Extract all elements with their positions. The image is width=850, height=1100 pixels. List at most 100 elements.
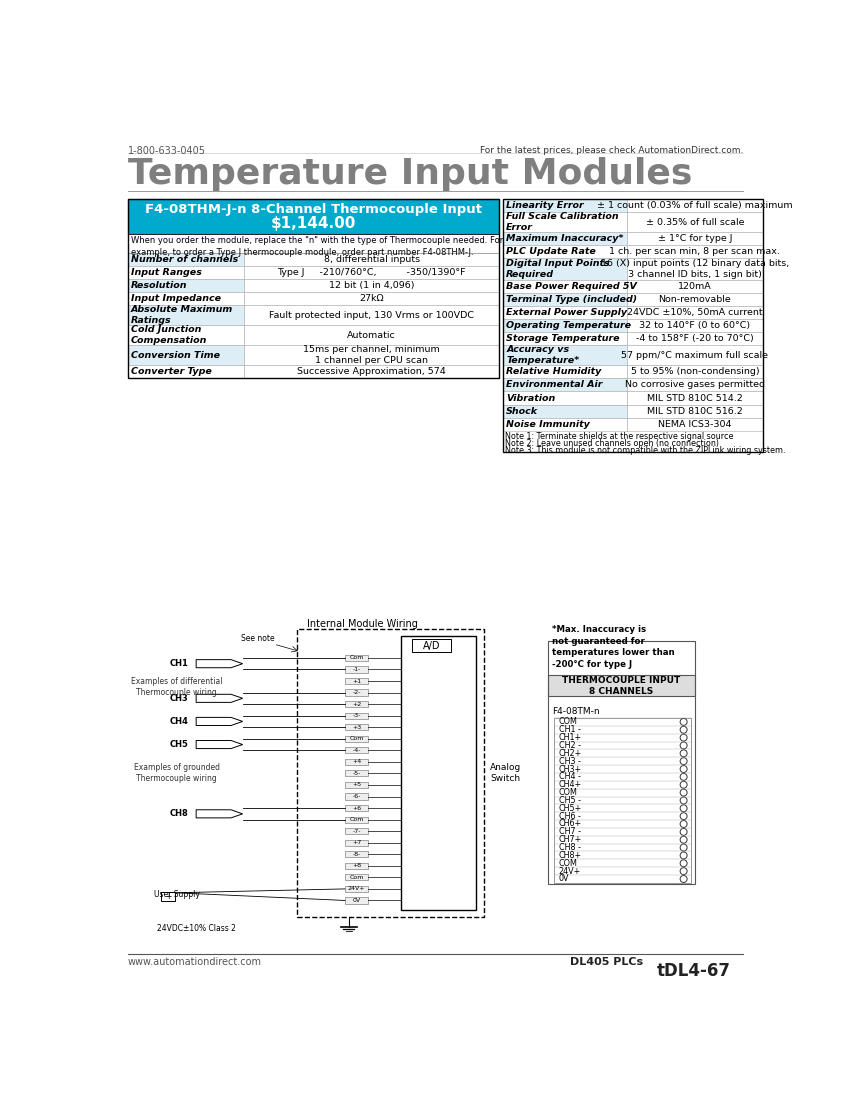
Bar bbox=[345, 724, 368, 730]
Bar bbox=[345, 898, 368, 903]
Text: 1 ch. per scan min, 8 per scan max.: 1 ch. per scan min, 8 per scan max. bbox=[609, 248, 780, 256]
Text: Operating Temperature: Operating Temperature bbox=[506, 321, 632, 330]
Bar bbox=[244, 266, 499, 279]
Circle shape bbox=[680, 789, 687, 796]
Text: Com: Com bbox=[349, 736, 364, 741]
Text: -3-: -3- bbox=[352, 713, 360, 718]
Circle shape bbox=[680, 781, 687, 789]
Text: A/D: A/D bbox=[423, 640, 440, 650]
Text: Note 1: Terminate shields at the respective signal source: Note 1: Terminate shields at the respect… bbox=[506, 432, 734, 441]
Text: CH4: CH4 bbox=[169, 717, 189, 726]
Text: F4-08THM-J-n 8-Channel Thermocouple Input: F4-08THM-J-n 8-Channel Thermocouple Inpu… bbox=[145, 202, 482, 216]
Text: Converter Type: Converter Type bbox=[131, 367, 212, 376]
Bar bbox=[548, 641, 695, 884]
Bar bbox=[503, 418, 627, 431]
Text: 32 to 140°F (0 to 60°C): 32 to 140°F (0 to 60°C) bbox=[639, 321, 751, 330]
Bar bbox=[128, 199, 499, 378]
Text: 12 bit (1 in 4,096): 12 bit (1 in 4,096) bbox=[329, 282, 415, 290]
Text: CH7 -: CH7 - bbox=[558, 827, 581, 836]
Bar bbox=[627, 199, 762, 212]
Text: CH7+: CH7+ bbox=[558, 835, 582, 844]
Circle shape bbox=[680, 876, 687, 882]
Text: Number of channels: Number of channels bbox=[131, 255, 238, 264]
Text: See note: See note bbox=[241, 634, 275, 642]
Text: CH1+: CH1+ bbox=[558, 733, 582, 742]
Bar bbox=[345, 839, 368, 846]
Text: CH1 -: CH1 - bbox=[558, 725, 581, 735]
Bar bbox=[503, 306, 627, 319]
Text: +2: +2 bbox=[352, 702, 361, 706]
Text: Examples of differential
Thermocouple wiring: Examples of differential Thermocouple wi… bbox=[131, 678, 223, 697]
Text: Linearity Error: Linearity Error bbox=[506, 201, 584, 210]
Bar bbox=[345, 701, 368, 707]
Circle shape bbox=[680, 868, 687, 875]
Text: Conversion Time: Conversion Time bbox=[131, 351, 220, 360]
Text: Digital Input Points
Required: Digital Input Points Required bbox=[506, 260, 609, 279]
Bar bbox=[503, 293, 627, 306]
Bar bbox=[548, 674, 695, 696]
Bar bbox=[503, 405, 627, 418]
Bar bbox=[400, 636, 476, 910]
Text: CH5: CH5 bbox=[169, 740, 189, 749]
Text: Non-removable: Non-removable bbox=[659, 295, 731, 304]
Text: For the latest prices, please check AutomationDirect.com.: For the latest prices, please check Auto… bbox=[480, 146, 743, 155]
Text: CH3+: CH3+ bbox=[558, 764, 582, 773]
Bar bbox=[244, 326, 499, 345]
Text: +8: +8 bbox=[352, 864, 361, 868]
Text: PLC Update Rate: PLC Update Rate bbox=[506, 248, 596, 256]
Circle shape bbox=[680, 844, 687, 851]
Bar bbox=[128, 365, 244, 378]
Text: When you order the module, replace the "n" with the type of Thermocouple needed.: When you order the module, replace the "… bbox=[131, 235, 503, 257]
Bar bbox=[128, 293, 244, 305]
Text: +4: +4 bbox=[352, 759, 361, 764]
Text: Examples of grounded
Thermocouple wiring: Examples of grounded Thermocouple wiring bbox=[133, 763, 220, 783]
Text: MIL STD 810C 514.2: MIL STD 810C 514.2 bbox=[647, 394, 743, 403]
Bar bbox=[503, 199, 627, 212]
Circle shape bbox=[680, 821, 687, 827]
Circle shape bbox=[680, 836, 687, 844]
Bar bbox=[627, 293, 762, 306]
Circle shape bbox=[680, 750, 687, 757]
Text: CH8: CH8 bbox=[170, 810, 189, 818]
Text: $1,144.00: $1,144.00 bbox=[271, 216, 356, 231]
Bar bbox=[345, 770, 368, 777]
Text: No corrosive gases permitted: No corrosive gases permitted bbox=[625, 381, 765, 389]
Bar bbox=[503, 279, 627, 293]
Text: Input Impedance: Input Impedance bbox=[131, 294, 221, 304]
Bar bbox=[627, 279, 762, 293]
Text: Resolution: Resolution bbox=[131, 282, 188, 290]
Text: COM: COM bbox=[558, 788, 578, 798]
Text: CH5 -: CH5 - bbox=[558, 796, 581, 805]
Circle shape bbox=[680, 773, 687, 780]
Circle shape bbox=[680, 718, 687, 725]
Text: 5 to 95% (non-condensing): 5 to 95% (non-condensing) bbox=[631, 367, 759, 376]
Text: Shock: Shock bbox=[506, 407, 538, 416]
Text: CH1: CH1 bbox=[169, 659, 189, 668]
Bar bbox=[503, 319, 627, 332]
Text: -5-: -5- bbox=[353, 771, 360, 775]
Bar bbox=[244, 305, 499, 326]
Bar bbox=[503, 258, 627, 279]
Bar bbox=[345, 816, 368, 823]
Text: +5: +5 bbox=[352, 782, 361, 788]
Bar bbox=[345, 759, 368, 764]
Bar bbox=[503, 232, 627, 245]
Text: 0V: 0V bbox=[353, 898, 360, 903]
Bar bbox=[503, 332, 627, 345]
Text: Maximum Inaccuracy*: Maximum Inaccuracy* bbox=[506, 234, 624, 243]
Circle shape bbox=[680, 742, 687, 749]
Bar bbox=[345, 678, 368, 684]
Text: -4-: -4- bbox=[352, 748, 360, 752]
Text: Accuracy vs
Temperature*: Accuracy vs Temperature* bbox=[506, 345, 580, 365]
Bar bbox=[244, 293, 499, 305]
Circle shape bbox=[680, 758, 687, 764]
Bar bbox=[627, 365, 762, 378]
Bar bbox=[503, 365, 627, 378]
Bar bbox=[345, 874, 368, 880]
Text: -6-: -6- bbox=[353, 794, 360, 799]
Bar bbox=[627, 332, 762, 345]
Text: Environmental Air: Environmental Air bbox=[506, 381, 603, 389]
Text: ± 0.35% of full scale: ± 0.35% of full scale bbox=[646, 218, 744, 227]
Bar bbox=[627, 345, 762, 365]
Circle shape bbox=[680, 734, 687, 741]
